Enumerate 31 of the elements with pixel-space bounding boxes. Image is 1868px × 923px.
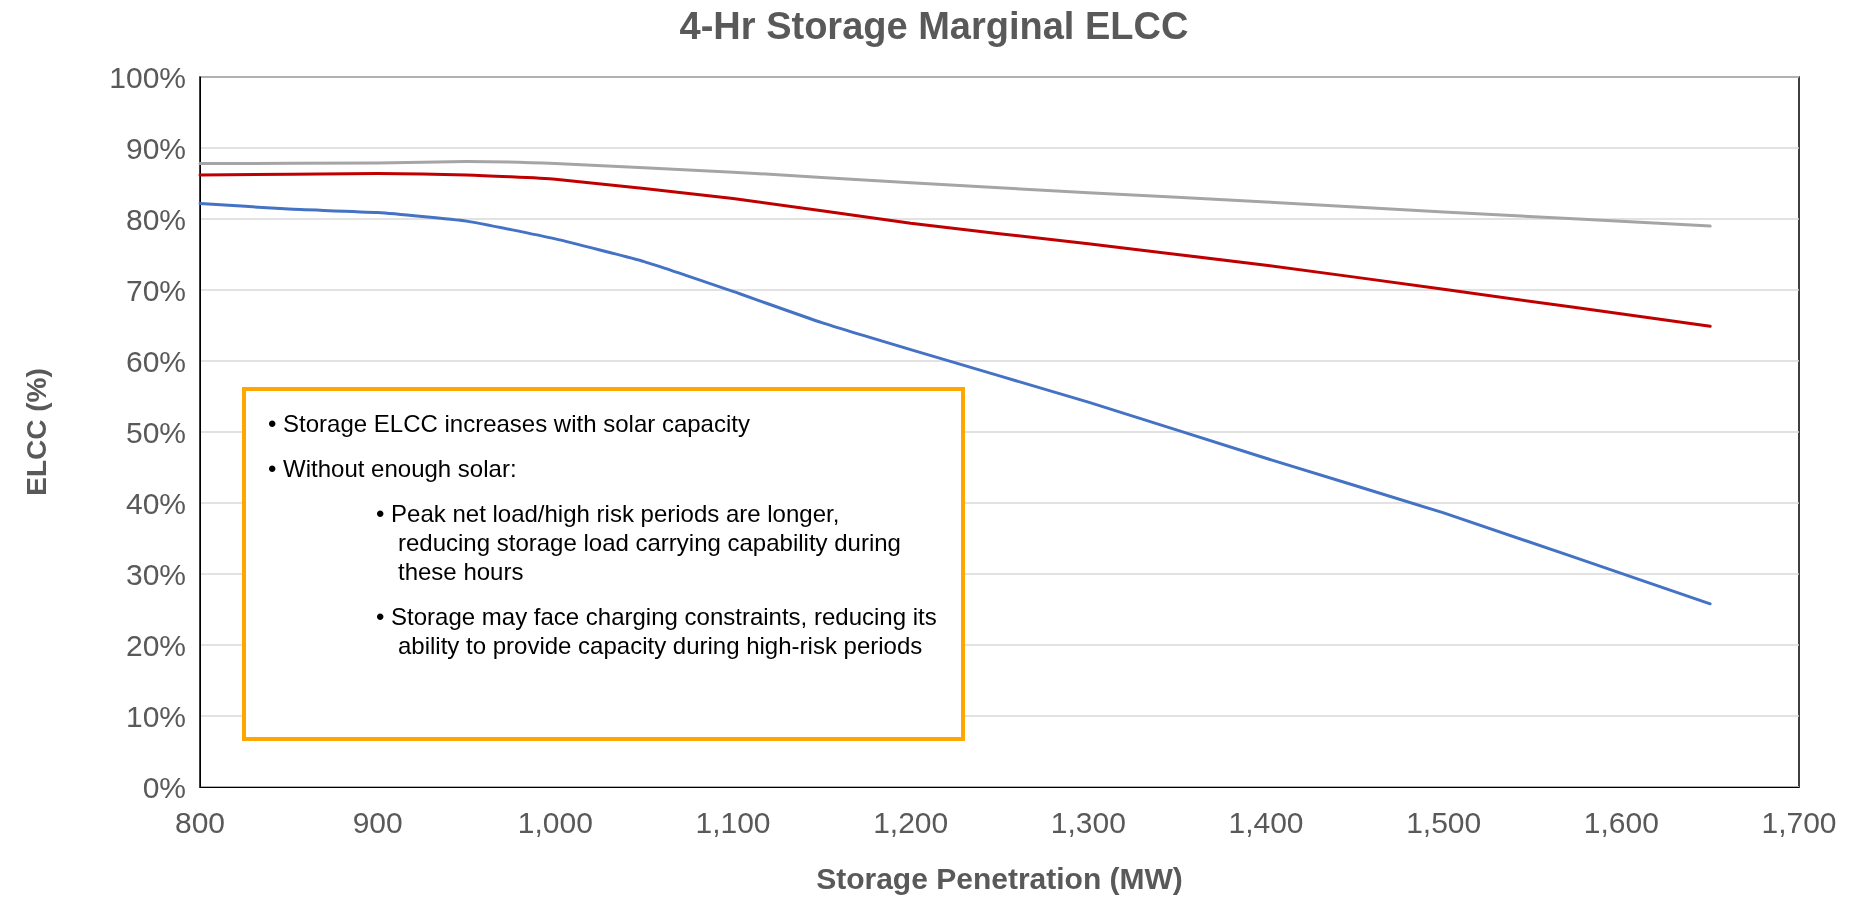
y-tick-label: 0% <box>142 770 186 804</box>
y-tick-label: 90% <box>125 131 186 165</box>
x-tick-label: 1,600 <box>1583 805 1659 839</box>
line-series <box>198 159 1712 228</box>
y-axis-title: ELCC (%) <box>20 368 52 496</box>
y-tick-label: 80% <box>125 202 186 236</box>
x-tick-label: 1,700 <box>1761 805 1837 839</box>
annotation: • Storage may face charging constraints, reducing its ability to provide capacity during high-risk periods <box>376 602 938 660</box>
y-tick-label: 70% <box>125 273 186 307</box>
y-tick-label: 20% <box>125 628 186 662</box>
y-tick-label: 50% <box>125 415 186 449</box>
x-tick-label: 1,400 <box>1228 805 1304 839</box>
chart-title: 4-Hr Storage Marginal ELCC <box>679 5 1189 47</box>
line-series <box>198 172 1712 328</box>
x-tick-label: 1,300 <box>1050 805 1126 839</box>
x-axis-title: Storage Penetration (MW) <box>816 861 1183 895</box>
x-tick-label: 1,200 <box>873 805 949 839</box>
y-tick-label: 40% <box>125 486 186 520</box>
x-tick-label: 1,000 <box>517 805 593 839</box>
y-tick-label: 10% <box>125 699 186 733</box>
line-series <box>198 201 1712 606</box>
x-tick-label: 1,500 <box>1406 805 1482 839</box>
x-tick-label: 800 <box>174 805 226 839</box>
annotation: • Without enough solar: <box>268 454 518 483</box>
x-tick-label: 1,100 <box>695 805 771 839</box>
annotation: • Storage ELCC increases with solar capacity <box>268 409 751 438</box>
y-tick-label: 60% <box>125 344 186 378</box>
x-tick-label: 900 <box>352 805 403 839</box>
y-tick-label: 100% <box>109 60 186 94</box>
y-tick-label: 30% <box>125 557 186 591</box>
annotation: • Peak net load/high risk periods are longer, reducing storage load carrying capability during these hours <box>376 499 902 586</box>
